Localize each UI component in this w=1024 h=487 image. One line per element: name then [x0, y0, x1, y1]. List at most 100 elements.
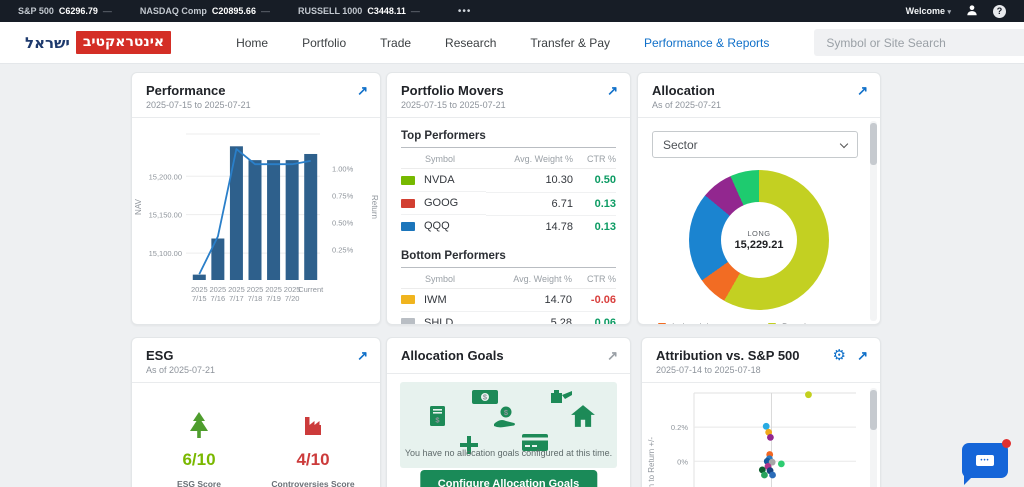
svg-text:7/19: 7/19 [266, 294, 281, 303]
svg-text:$: $ [504, 408, 509, 417]
external-link-icon[interactable]: ↗ [607, 83, 618, 98]
external-link-icon[interactable]: ↗ [607, 348, 618, 363]
donut-center-value: 15,229.21 [734, 239, 784, 251]
iwm-logo-icon [401, 295, 415, 304]
card-subtitle: 2025-07-15 to 2025-07-21 [401, 100, 506, 110]
svg-text:2025: 2025 [247, 285, 264, 294]
brand-logo[interactable]: אינטראקטיב ישראל [25, 31, 172, 54]
allocation-donut-chart: LONG 15,229.21 [689, 170, 829, 310]
search-input[interactable] [814, 29, 1024, 56]
configure-allocation-goals-button[interactable]: Configure Allocation Goals [419, 470, 598, 487]
svg-text:15,100.00: 15,100.00 [149, 249, 182, 258]
hand-dollar-icon: $ [492, 406, 518, 433]
bottom-performers-heading: Bottom Performers [401, 250, 616, 268]
chevron-down-icon: ▾ [947, 9, 951, 16]
performance-card: Performance 2025-07-15 to 2025-07-21 ↗ 1… [131, 72, 381, 325]
col-ctr: CTR % [571, 267, 616, 289]
sector-dropdown[interactable]: Sector [652, 131, 858, 158]
esg-card: ESG As of 2025-07-21 ↗ 6/10 ESG Score 4/… [131, 337, 381, 487]
chat-icon[interactable]: ••• [962, 439, 1011, 485]
plus-icon [458, 434, 480, 461]
svg-text:Current: Current [298, 285, 324, 294]
nav-item-trade[interactable]: Trade [380, 35, 412, 50]
logo-blue-text: ישראל [25, 33, 70, 52]
svg-text:7/18: 7/18 [248, 294, 263, 303]
chat-alert-dot [1002, 439, 1011, 448]
svg-text:0%: 0% [677, 457, 688, 466]
scrollbar-track[interactable] [870, 388, 877, 487]
more-tickers-icon[interactable]: ••• [457, 5, 472, 17]
main-navbar: אינטראקטיב ישראל Home Portfolio Trade Re… [0, 22, 1024, 64]
svg-text:Return: Return [370, 195, 378, 219]
scrollbar-thumb[interactable] [870, 390, 877, 430]
legend-swatch [658, 323, 666, 324]
card-title: ESG [146, 348, 174, 363]
scrollbar-thumb[interactable] [870, 123, 877, 165]
svg-text:7/17: 7/17 [229, 294, 244, 303]
table-row[interactable]: SHLD 5.28 0.06 [401, 311, 616, 324]
goals-empty-illustration: $ $ $ [400, 382, 617, 468]
ticker-russell[interactable]: RUSSELL 1000 C3448.11 — [297, 6, 420, 16]
top-performers-heading: Top Performers [401, 130, 616, 148]
svg-text:7/16: 7/16 [211, 294, 226, 303]
external-link-icon[interactable]: ↗ [857, 348, 868, 363]
card-subtitle: 2025-07-14 to 2025-07-18 [656, 365, 761, 375]
table-row[interactable]: GOOG 6.71 0.13 [401, 192, 616, 216]
nvda-logo-icon [401, 175, 415, 185]
col-ctr: CTR % [572, 148, 616, 169]
site-search [814, 29, 1024, 56]
house-icon [570, 404, 596, 433]
card-subtitle: 2025-07-15 to 2025-07-21 [146, 100, 251, 110]
help-icon[interactable]: ? [993, 4, 1006, 18]
legend-swatch [768, 323, 776, 324]
nav-item-performance-reports[interactable]: Performance & Reports [644, 35, 770, 50]
nav-item-research[interactable]: Research [445, 35, 497, 50]
svg-text:15,200.00: 15,200.00 [149, 172, 182, 181]
qqq-logo-icon [401, 221, 415, 231]
svg-text:0.25%: 0.25% [332, 245, 354, 254]
attribution-scatter-chart: 0.2% 0% Contribution to Return +/- [647, 391, 856, 487]
nav-item-home[interactable]: Home [236, 35, 269, 50]
scrollbar-track[interactable] [870, 121, 877, 321]
table-row[interactable]: IWM 14.70 -0.06 [401, 288, 616, 312]
svg-text:Contribution to Return +/-: Contribution to Return +/- [647, 437, 656, 487]
person-icon[interactable] [965, 3, 979, 19]
card-subtitle: As of 2025-07-21 [146, 365, 216, 375]
svg-text:7/20: 7/20 [285, 294, 300, 303]
goog-logo-icon [401, 198, 415, 208]
allocation-card: Allocation As of 2025-07-21 ↗ Sector LON… [637, 72, 881, 325]
nav-item-transfer-pay[interactable]: Transfer & Pay [530, 35, 610, 50]
attribution-card: Attribution vs. S&P 500 2025-07-14 to 20… [641, 337, 881, 487]
col-symbol: Symbol [401, 267, 483, 289]
svg-text:1.00%: 1.00% [332, 164, 354, 173]
svg-text:0.50%: 0.50% [332, 218, 354, 227]
table-row[interactable]: QQQ 14.78 0.13 [401, 215, 616, 238]
welcome-menu[interactable]: Welcome ▾ [905, 6, 951, 16]
performance-chart: 15,200.00 15,150.00 15,100.00 1.00% 0.75% 0.5… [134, 133, 378, 303]
esg-score: 6/10 [182, 450, 216, 469]
chevron-down-icon [839, 139, 849, 149]
top-ticker-bar: S&P 500 C6296.79 — NASDAQ Comp C20895.66… [0, 0, 1024, 22]
ticker-nasdaq[interactable]: NASDAQ Comp C20895.66 — [139, 6, 270, 16]
gear-icon[interactable]: ⚙ [832, 347, 846, 364]
bottom-performers-table: Symbol Avg. Weight % CTR % IWM 14.70 -0.… [401, 267, 616, 324]
external-link-icon[interactable]: ↗ [357, 348, 368, 363]
card-title: Allocation Goals [401, 348, 504, 363]
svg-text:15,150.00: 15,150.00 [149, 211, 182, 220]
svg-text:NAV: NAV [134, 198, 143, 215]
logo-box-text: אינטראקטיב [75, 31, 172, 54]
svg-text:$: $ [435, 416, 440, 425]
svg-text:2025: 2025 [191, 285, 208, 294]
svg-text:0.75%: 0.75% [332, 191, 354, 200]
svg-text:$: $ [483, 393, 488, 402]
ticker-sp500[interactable]: S&P 500 C6296.79 — [18, 6, 112, 16]
external-link-icon[interactable]: ↗ [857, 83, 868, 98]
external-link-icon[interactable]: ↗ [357, 83, 368, 98]
top-performers-table: Symbol Avg. Weight % CTR % NVDA 10.30 0.… [401, 148, 616, 238]
nav-item-portfolio[interactable]: Portfolio [302, 35, 347, 50]
oil-can-icon [548, 388, 574, 409]
table-row[interactable]: NVDA 10.30 0.50 [401, 168, 616, 193]
esg-score-label: ESG Score [177, 479, 221, 487]
card-title: Allocation [652, 83, 715, 98]
goals-empty-text: You have no allocation goals configured … [404, 448, 613, 458]
